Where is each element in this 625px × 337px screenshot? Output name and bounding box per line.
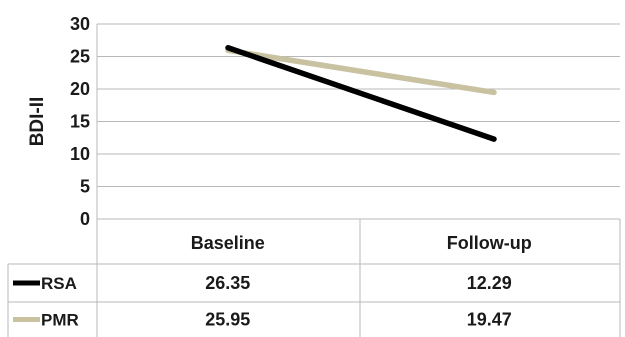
data-label: 26.35 — [205, 273, 250, 293]
legend-label-rsa: RSA — [41, 274, 77, 293]
grid — [97, 23, 620, 220]
data-label: 25.95 — [205, 310, 250, 330]
y-tick-label: 0 — [80, 209, 90, 229]
series-lines — [225, 44, 497, 142]
series-line-pmr — [225, 47, 497, 96]
y-tick-label: 10 — [70, 144, 90, 164]
y-axis-label: BDI-II — [27, 97, 48, 147]
y-tick-label: 5 — [80, 177, 90, 197]
y-tick-label: 15 — [70, 112, 90, 132]
y-tick-label: 20 — [70, 79, 90, 99]
data-label: 12.29 — [467, 273, 512, 293]
data-table: Baseline Follow-up RSA 26.35 12.29 PMR 25.95 19… — [7, 24, 621, 337]
data-label: 19.47 — [467, 310, 512, 330]
category-label: Baseline — [191, 233, 265, 253]
series-line-rsa — [225, 44, 497, 142]
y-tick-label: 25 — [70, 47, 90, 67]
y-axis-ticks: 0 5 10 15 20 25 30 — [70, 14, 90, 229]
y-tick-label: 30 — [70, 14, 90, 34]
category-label: Follow-up — [447, 233, 532, 253]
legend-label-pmr: PMR — [41, 311, 79, 330]
